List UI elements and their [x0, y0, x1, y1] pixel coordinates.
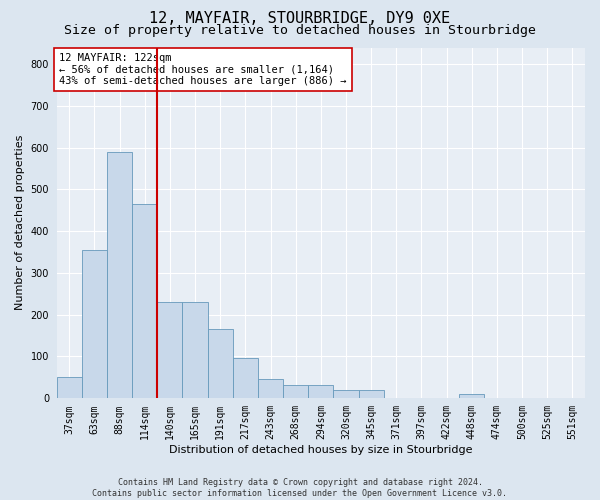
- Bar: [132, 204, 157, 398]
- Text: Size of property relative to detached houses in Stourbridge: Size of property relative to detached ho…: [64, 24, 536, 37]
- Bar: [82, 250, 107, 398]
- Bar: [359, 390, 384, 398]
- Y-axis label: Number of detached properties: Number of detached properties: [15, 135, 25, 310]
- Bar: [334, 390, 359, 398]
- Bar: [157, 302, 182, 398]
- Bar: [182, 302, 208, 398]
- Bar: [459, 394, 484, 398]
- Bar: [56, 377, 82, 398]
- Text: 12, MAYFAIR, STOURBRIDGE, DY9 0XE: 12, MAYFAIR, STOURBRIDGE, DY9 0XE: [149, 11, 451, 26]
- Bar: [208, 329, 233, 398]
- Text: Contains HM Land Registry data © Crown copyright and database right 2024.
Contai: Contains HM Land Registry data © Crown c…: [92, 478, 508, 498]
- Bar: [258, 379, 283, 398]
- Bar: [107, 152, 132, 398]
- Text: 12 MAYFAIR: 122sqm
← 56% of detached houses are smaller (1,164)
43% of semi-deta: 12 MAYFAIR: 122sqm ← 56% of detached hou…: [59, 53, 347, 86]
- Bar: [308, 386, 334, 398]
- Bar: [283, 386, 308, 398]
- X-axis label: Distribution of detached houses by size in Stourbridge: Distribution of detached houses by size …: [169, 445, 473, 455]
- Bar: [233, 358, 258, 398]
